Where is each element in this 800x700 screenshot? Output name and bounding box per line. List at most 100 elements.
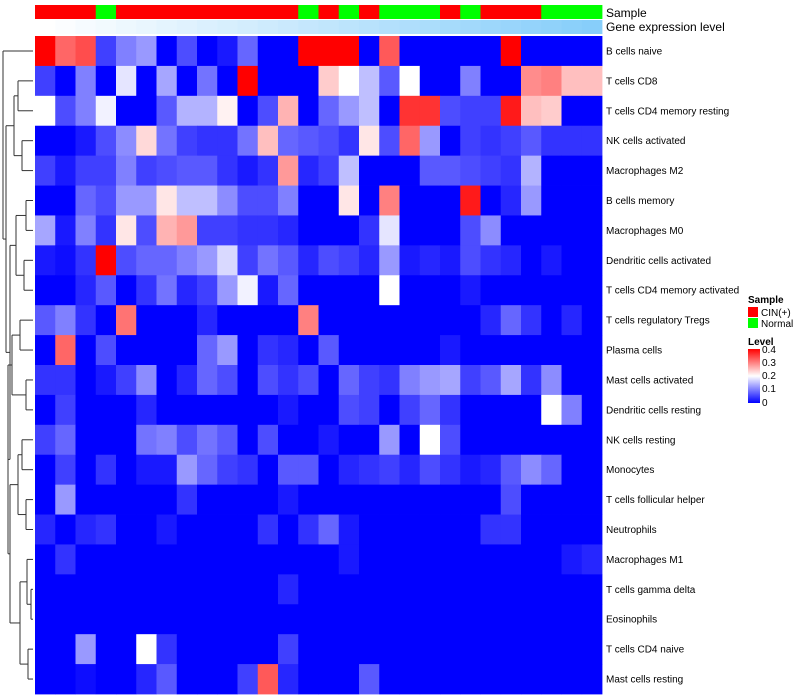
heatmap-cell	[440, 394, 461, 426]
heatmap-cell	[217, 125, 238, 157]
heatmap-cell	[440, 664, 461, 695]
heatmap-cell	[440, 424, 461, 456]
heatmap-cell	[257, 424, 279, 456]
sample-track-cell	[176, 5, 198, 19]
row-label: Dendritic cells activated	[606, 256, 711, 267]
heatmap-cell	[136, 275, 157, 306]
heatmap-cell	[500, 305, 522, 336]
heatmap-cell	[440, 215, 461, 246]
heatmap-cell	[136, 245, 157, 276]
heatmap-cell	[541, 574, 562, 605]
heatmap-cell	[217, 245, 238, 276]
level-track-cell	[338, 20, 360, 34]
heatmap-cell	[500, 634, 522, 665]
heatmap-cell	[237, 394, 259, 426]
heatmap-cell	[156, 125, 178, 157]
heatmap-cell	[237, 574, 259, 605]
heatmap-cell	[359, 215, 380, 246]
heatmap-cell	[95, 484, 117, 515]
heatmap-cell	[136, 305, 157, 336]
heatmap-cell	[440, 484, 461, 515]
heatmap-cell	[217, 65, 238, 97]
heatmap-cell	[480, 36, 502, 67]
heatmap-cell	[480, 604, 502, 635]
heatmap-cell	[298, 424, 319, 456]
heatmap-cell	[116, 664, 137, 695]
row-label: Plasma cells	[606, 346, 662, 357]
heatmap-cell	[541, 36, 562, 67]
heatmap-cell	[176, 36, 198, 67]
heatmap-cell	[359, 65, 380, 97]
legend-level-tick: 0.2	[762, 371, 776, 382]
legend-level-tick: 0.3	[762, 358, 776, 369]
heatmap-cell	[257, 664, 279, 695]
heatmap-cell	[217, 454, 238, 486]
heatmap-cell	[561, 215, 583, 246]
heatmap-cell	[359, 275, 380, 306]
heatmap-cell	[176, 185, 198, 216]
heatmap-cell	[460, 365, 481, 396]
heatmap-cell	[156, 95, 178, 127]
heatmap-cell	[541, 454, 562, 486]
heatmap-cell	[75, 604, 97, 635]
heatmap-cell	[237, 484, 259, 515]
sample-track-cell	[318, 5, 340, 19]
heatmap-cell	[95, 125, 117, 157]
heatmap-cell	[359, 574, 380, 605]
heatmap-cell	[521, 65, 542, 97]
heatmap-cell	[116, 574, 137, 605]
heatmap-cell	[419, 365, 441, 396]
sample-track-cell	[399, 5, 421, 19]
heatmap-cell	[419, 36, 441, 67]
row-label: Monocytes	[606, 465, 654, 476]
heatmap-cell	[278, 95, 299, 127]
heatmap-cell	[237, 36, 259, 67]
heatmap-cell	[561, 544, 583, 575]
heatmap-cell	[116, 394, 137, 426]
heatmap-cell	[359, 95, 380, 127]
heatmap-cell	[561, 335, 583, 366]
heatmap-cell	[217, 634, 238, 665]
sample-track-cell	[237, 5, 259, 19]
heatmap-cell	[541, 424, 562, 456]
heatmap-cell	[136, 95, 157, 127]
legend-level-tick: 0.4	[762, 345, 776, 356]
sample-track-cell	[338, 5, 360, 19]
heatmap-cell	[440, 155, 461, 186]
heatmap-cell	[278, 424, 299, 456]
heatmap-cell	[156, 155, 178, 186]
heatmap-cell	[561, 95, 583, 127]
heatmap-cell	[197, 574, 218, 605]
heatmap-cell	[419, 394, 441, 426]
level-track-cell	[318, 20, 340, 34]
heatmap-cell	[359, 634, 380, 665]
heatmap-cell	[460, 634, 481, 665]
heatmap-cell	[35, 544, 56, 575]
heatmap-cell	[55, 454, 76, 486]
heatmap-cell	[480, 544, 502, 575]
heatmap-cell	[278, 574, 299, 605]
heatmap-cell	[278, 36, 299, 67]
heatmap-cell	[440, 544, 461, 575]
heatmap-cell	[136, 335, 157, 366]
heatmap-cell	[237, 155, 259, 186]
heatmap-cell	[379, 335, 400, 366]
heatmap-cell	[217, 95, 238, 127]
heatmap-cell	[237, 95, 259, 127]
heatmap-cell	[116, 335, 137, 366]
heatmap-cell	[521, 634, 542, 665]
level-track-cell	[278, 20, 299, 34]
heatmap-cell	[116, 245, 137, 276]
heatmap-cell	[278, 514, 299, 545]
heatmap-cell	[500, 215, 522, 246]
heatmap-cell	[257, 634, 279, 665]
heatmap-cell	[480, 125, 502, 157]
heatmap-cell	[480, 514, 502, 545]
heatmap-cell	[399, 634, 421, 665]
heatmap-cell	[379, 155, 400, 186]
heatmap-cell	[399, 335, 421, 366]
heatmap-cell	[338, 65, 360, 97]
heatmap-cell	[419, 245, 441, 276]
heatmap-cell	[136, 604, 157, 635]
heatmap-cell	[156, 65, 178, 97]
